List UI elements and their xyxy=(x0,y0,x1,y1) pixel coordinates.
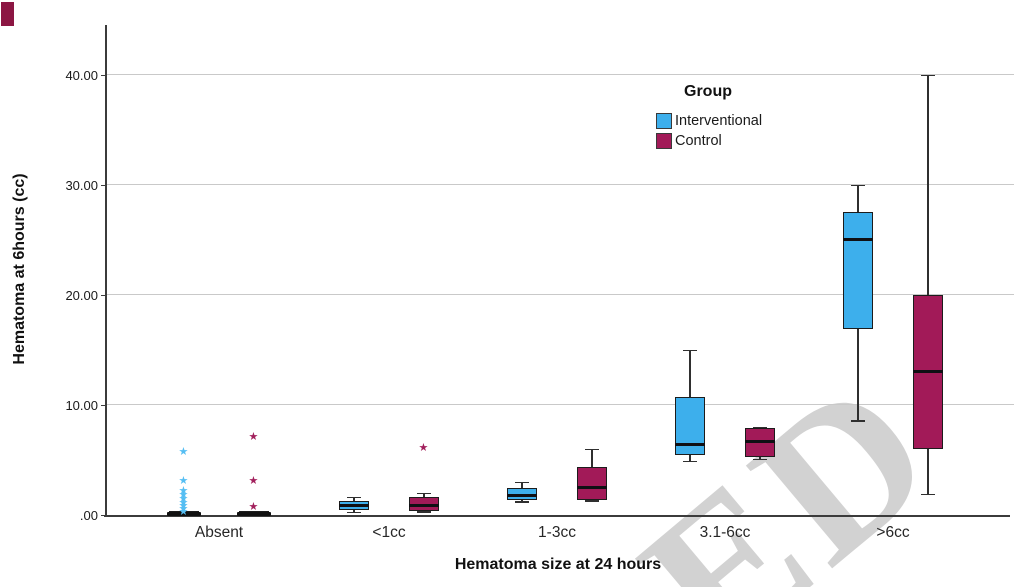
whisker-cap-top-control-3.1-6cc xyxy=(753,426,767,428)
gridline-40.00 xyxy=(106,74,1014,75)
whisker-cap-bottom-interventional-<1cc xyxy=(347,511,361,514)
whisker-cap-top-control-<1cc xyxy=(417,492,431,494)
median-control-Absent xyxy=(237,511,271,516)
median-interventional-1-3cc xyxy=(507,494,537,498)
outlier-star-interventional-Absent: ★ xyxy=(178,446,189,459)
median-control-<1cc xyxy=(409,503,439,507)
median-interventional-3.1-6cc xyxy=(675,442,705,446)
y-tick-mark xyxy=(101,184,106,186)
median-interventional->6cc xyxy=(843,238,873,241)
outlier-star-interventional-Absent: ★ xyxy=(178,497,189,509)
median-interventional-<1cc xyxy=(339,504,369,508)
y-tick-label: 20.00 xyxy=(65,287,98,303)
legend-title: Group xyxy=(684,83,732,100)
legend-item-control: Control xyxy=(656,132,722,150)
whisker-cap-top-interventional->6cc xyxy=(851,184,865,186)
whisker-cap-bottom-interventional-1-3cc xyxy=(515,501,529,503)
outlier-star-interventional-Absent: ★ xyxy=(178,500,189,513)
gridline-10.00 xyxy=(106,404,1014,405)
x-category-label-1-3cc: 1-3cc xyxy=(538,524,576,541)
y-axis-line xyxy=(105,25,107,516)
outlier-star-interventional-Absent: ★ xyxy=(178,484,189,497)
whisker-cap-bottom-control-<1cc xyxy=(417,511,431,513)
whisker-control->6cc xyxy=(927,74,929,495)
median-control-1-3cc xyxy=(577,485,607,489)
x-axis-line xyxy=(104,514,1010,517)
x-axis-title: Hematoma size at 24 hours xyxy=(454,556,662,573)
legend-label-interventional: Interventional xyxy=(675,113,763,129)
x-category-label-3.1-6cc: 3.1-6cc xyxy=(699,524,751,541)
legend-label-control: Control xyxy=(675,133,722,149)
whisker-cap-bottom-interventional->6cc xyxy=(851,420,865,422)
y-tick-label: 10.00 xyxy=(65,397,98,413)
median-interventional-Absent xyxy=(167,511,201,516)
whisker-cap-top-interventional-1-3cc xyxy=(515,481,529,483)
box-interventional-3.1-6cc xyxy=(675,396,705,456)
box-control-1-3cc xyxy=(577,467,607,501)
whisker-cap-bottom-control->6cc xyxy=(921,493,935,496)
gridline-30.00 xyxy=(106,184,1014,185)
whisker-cap-bottom-control-3.1-6cc xyxy=(753,458,767,460)
whisker-cap-top-interventional-<1cc xyxy=(347,496,361,499)
outlier-star-interventional-Absent: ★ xyxy=(178,503,189,516)
median-control-3.1-6cc xyxy=(745,440,775,444)
outlier-star-interventional-Absent: ★ xyxy=(178,505,189,518)
legend-swatch-control-icon xyxy=(656,133,672,149)
whisker-cap-top-control->6cc xyxy=(921,74,935,76)
outlier-star-interventional-Absent: ★ xyxy=(178,493,189,506)
y-tick-label: .00 xyxy=(79,507,98,523)
y-axis-title: Hematoma at 6hours (cc) xyxy=(11,173,28,365)
y-tick-mark xyxy=(101,514,106,516)
y-tick-mark xyxy=(101,74,106,76)
whisker-cap-bottom-interventional-3.1-6cc xyxy=(683,460,697,463)
legend-swatch-interventional-icon xyxy=(656,113,672,129)
x-category-label-Absent: Absent xyxy=(194,524,244,541)
outlier-star-interventional-Absent: ★ xyxy=(178,475,189,487)
outlier-star-control-Absent: ★ xyxy=(248,475,259,487)
outlier-star-control-Absent: ★ xyxy=(248,501,259,514)
y-tick-label: 30.00 xyxy=(65,177,98,193)
y-tick-label: 40.00 xyxy=(65,67,98,83)
y-tick-mark xyxy=(101,404,106,406)
outlier-star-control-<1cc: ★ xyxy=(418,442,429,454)
whisker-cap-bottom-control-1-3cc xyxy=(585,500,599,502)
gridline-20.00 xyxy=(106,294,1014,295)
x-category-label-<1cc: <1cc xyxy=(372,524,406,541)
outlier-star-control-Absent: ★ xyxy=(248,431,259,443)
y-tick-mark xyxy=(101,294,106,296)
whisker-cap-top-interventional-3.1-6cc xyxy=(683,349,697,351)
median-control->6cc xyxy=(913,370,943,373)
x-category-label->6cc: >6cc xyxy=(876,524,910,541)
whisker-cap-top-control-1-3cc xyxy=(585,448,599,450)
outlier-star-interventional-Absent: ★ xyxy=(178,489,189,502)
legend-item-interventional: Interventional xyxy=(656,112,762,130)
box-interventional->6cc xyxy=(843,212,873,329)
corner-artifact-block xyxy=(1,2,14,26)
